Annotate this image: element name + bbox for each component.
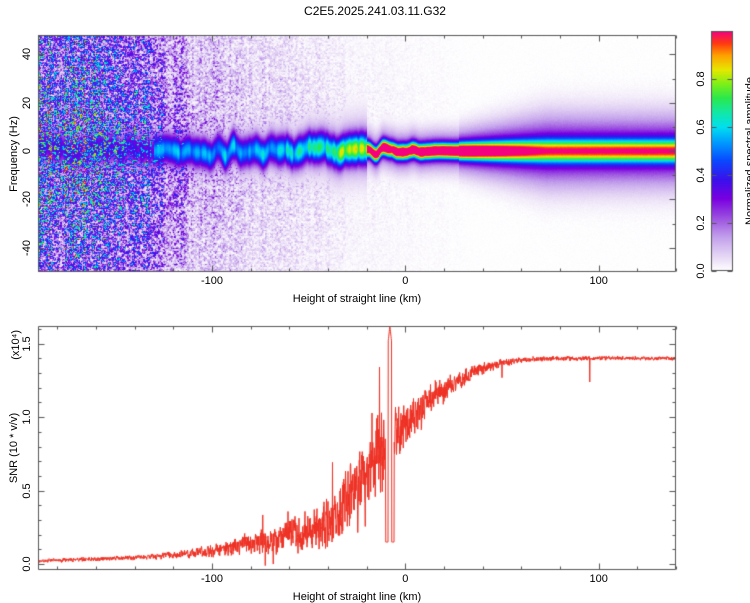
spectrogram-xtick-2: 100 — [589, 275, 608, 287]
snr-x-axis-label: Height of straight line (km) — [292, 591, 422, 603]
spectrogram-ytick-4: -40 — [21, 239, 33, 256]
colorbar-tick-0: 0.0 — [695, 263, 707, 279]
snr-ytick-1: 0.5 — [21, 482, 33, 499]
snr-xtick-1: 0 — [402, 573, 409, 585]
spectrogram-ytick-0: 40 — [21, 48, 33, 61]
page-title: C2E5.2025.241.03.11.G32 — [304, 4, 446, 18]
colorbar-label: Normalized spectral amplitude — [744, 77, 750, 225]
colorbar-tick-2: 0.4 — [695, 167, 707, 183]
colorbar-tick-3: 0.6 — [695, 119, 707, 135]
snr-ytick-2: 1.0 — [21, 409, 33, 425]
snr-ytick-3: 1.5 — [21, 335, 33, 352]
snr-y-axis-label: SNR (10 * v/v) — [8, 412, 20, 484]
spectrogram-y-axis-label: Frequency (Hz) — [8, 115, 20, 192]
snr-ytick-0: 0.0 — [21, 556, 33, 572]
spectrogram-ytick-3: -20 — [21, 191, 33, 208]
snr-xtick-2: 100 — [589, 573, 608, 585]
spectrogram-xtick-0: -100 — [200, 275, 224, 287]
spectrogram-ytick-2: 0 — [21, 148, 33, 155]
spectrogram-xtick-1: 0 — [402, 275, 409, 287]
colorbar-tick-1: 0.2 — [695, 215, 707, 231]
spectrogram-x-axis-label: Height of straight line (km) — [292, 293, 422, 305]
snr-xtick-0: -100 — [200, 573, 224, 585]
colorbar-tick-4: 0.8 — [695, 71, 707, 87]
spectrogram-ytick-1: 20 — [21, 96, 33, 109]
